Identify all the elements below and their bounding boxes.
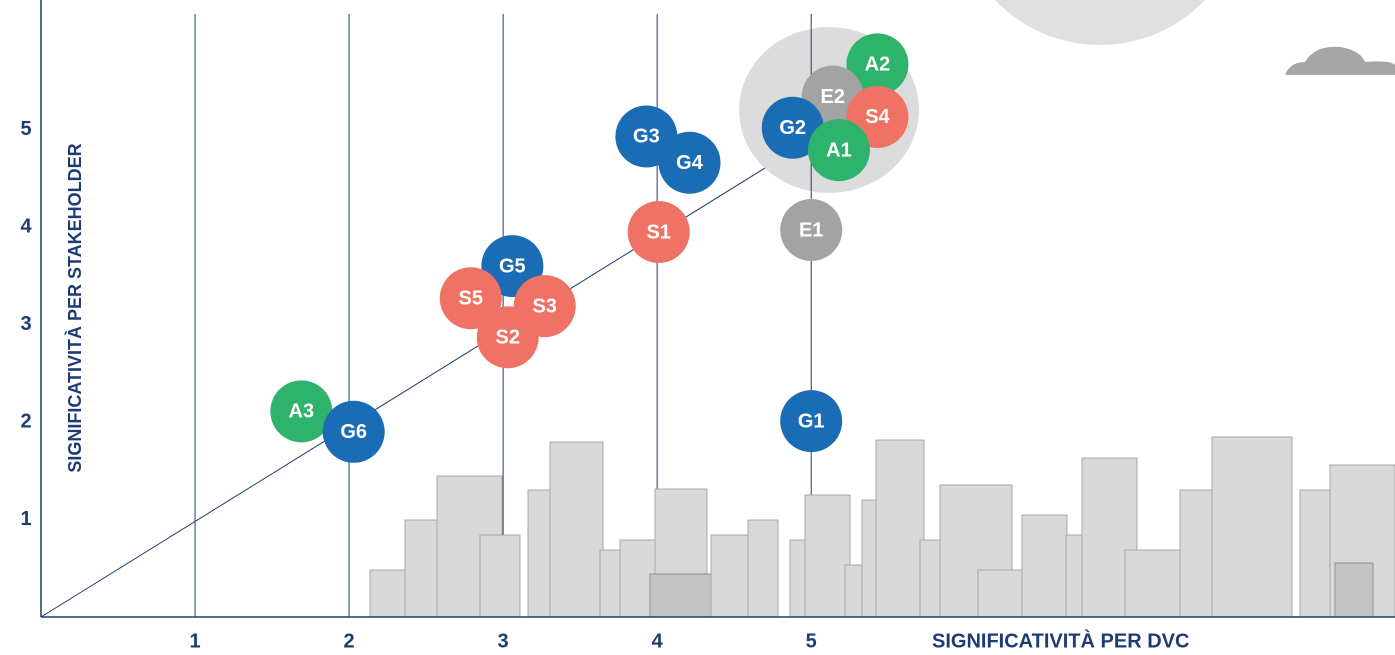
bubble-label: S5 xyxy=(459,288,483,310)
building xyxy=(1212,437,1292,617)
x-tick-label: 5 xyxy=(806,630,817,652)
y-tick-label: 5 xyxy=(20,118,31,140)
x-axis-label: SIGNIFICATIVITÀ PER DVC xyxy=(932,629,1189,652)
x-tick-label: 4 xyxy=(652,630,664,652)
bubble-label: E1 xyxy=(799,219,823,241)
y-tick-label: 3 xyxy=(20,313,31,335)
bubble-label: G3 xyxy=(633,126,660,148)
chart: SIGNIFICATIVITÀ PER STAKEHOLDER SIGNIFIC… xyxy=(0,0,1395,655)
x-tick-label: 3 xyxy=(498,630,509,652)
y-tick-label: 1 xyxy=(20,508,31,530)
building xyxy=(1335,563,1373,617)
building xyxy=(920,540,940,617)
building xyxy=(550,442,603,617)
decor-cloud xyxy=(1285,47,1395,75)
building xyxy=(748,520,778,617)
bubble-label: G1 xyxy=(798,410,825,432)
y-tick-label: 2 xyxy=(20,410,31,432)
bubble-label: A1 xyxy=(826,139,852,161)
points: A2 E2 S4 G2 A1 G3 G4 S1 E1 G5 S5 S3 S2 G1 A3 G6 xyxy=(270,33,908,462)
bubble-label: G5 xyxy=(499,255,526,277)
building xyxy=(1022,515,1067,617)
building xyxy=(650,574,720,617)
bubble-label: S1 xyxy=(646,221,670,243)
bubble-label: S4 xyxy=(865,106,890,128)
bubble-label: G6 xyxy=(340,421,367,443)
bubble-label: G4 xyxy=(676,152,704,174)
x-tick-label: 2 xyxy=(344,630,355,652)
x-tick-label: 1 xyxy=(189,630,200,652)
bubble-label: S3 xyxy=(532,295,556,317)
y-axis-label: SIGNIFICATIVITÀ PER STAKEHOLDER xyxy=(64,143,85,472)
skyline xyxy=(370,437,1395,617)
building xyxy=(876,440,924,617)
bubble-label: E2 xyxy=(821,86,845,108)
bubble-label: A3 xyxy=(289,401,315,423)
y-tick-label: 4 xyxy=(20,215,32,237)
bubble-label: S2 xyxy=(496,327,520,349)
bubble-label: A2 xyxy=(865,54,891,76)
building xyxy=(805,495,850,617)
bubble-label: G2 xyxy=(779,117,806,139)
building xyxy=(480,535,520,617)
decor-moon xyxy=(955,0,1245,45)
